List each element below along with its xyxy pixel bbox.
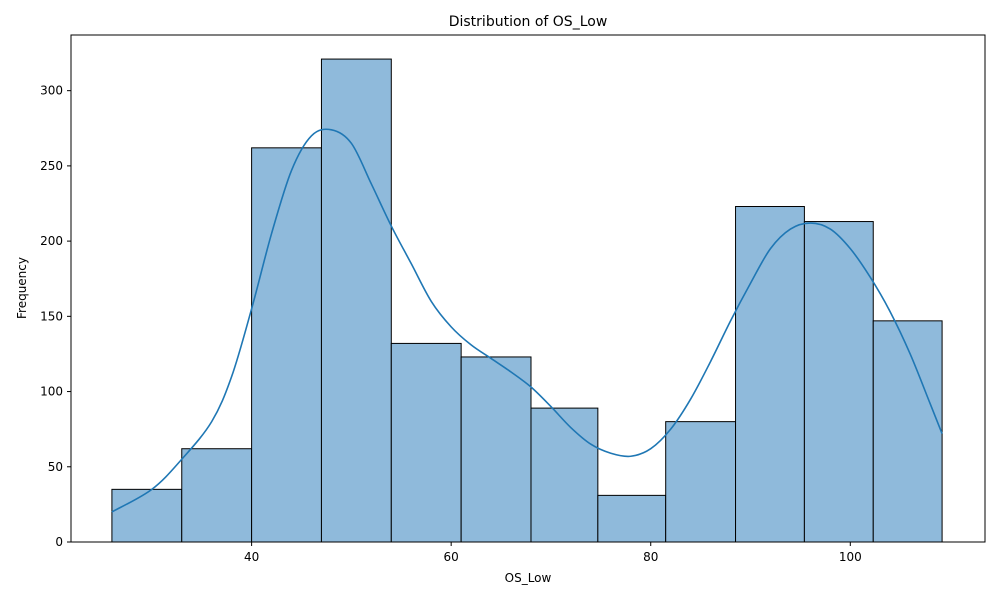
y-tick-label: 250 (40, 159, 63, 173)
y-tick-label: 150 (40, 309, 63, 323)
x-ticks-group: 40 60 80 100 (244, 542, 862, 564)
y-axis-title: Frequency (15, 257, 29, 319)
y-tick-label: 100 (40, 385, 63, 399)
chart-title: Distribution of OS_Low (449, 14, 608, 30)
x-tick-label: 100 (839, 550, 862, 564)
histogram-bar (251, 147, 322, 543)
bars-group (111, 58, 943, 543)
x-tick-label: 40 (244, 550, 259, 564)
histogram-bar (530, 407, 599, 543)
plot-frame (70, 34, 986, 543)
x-axis-title: OS_Low (505, 571, 552, 585)
y-tick-label: 300 (40, 84, 63, 98)
y-ticks-group: 0 50 100 150 200 250 300 (40, 84, 71, 549)
histogram-bar (735, 206, 805, 543)
y-tick-label: 200 (40, 234, 63, 248)
y-tick-label: 50 (48, 460, 63, 474)
histogram-bar (597, 494, 667, 543)
histogram-bar (111, 488, 183, 543)
histogram-bar (872, 320, 943, 543)
histogram-bar (460, 356, 532, 543)
histogram-bar (665, 421, 737, 543)
histogram-bar (181, 448, 253, 543)
x-tick-label: 80 (643, 550, 658, 564)
y-tick-label: 0 (55, 535, 63, 549)
kde-curve (111, 128, 943, 513)
histogram-bar (320, 58, 392, 543)
x-tick-label: 60 (444, 550, 459, 564)
histogram-bar (803, 221, 874, 543)
histogram-bar (390, 342, 462, 543)
